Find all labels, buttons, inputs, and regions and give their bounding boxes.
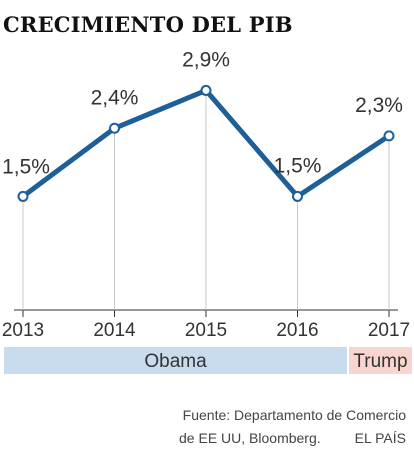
data-point xyxy=(109,122,120,134)
data-point xyxy=(383,130,395,142)
chart-title: CRECIMIENTO DEL PIB xyxy=(3,12,293,37)
data-point xyxy=(292,190,303,202)
period-bar-obama xyxy=(4,347,347,374)
period-label-trump: Trump xyxy=(353,351,407,372)
source-note: Fuente: Departamento de Comercio de EE U… xyxy=(179,404,406,450)
source-outlet: EL PAÍS xyxy=(354,430,406,446)
data-label: 2,3% xyxy=(355,94,403,117)
x-tick-label: 2015 xyxy=(185,320,227,341)
source-line-2: de EE UU, Bloomberg. EL PAÍS xyxy=(179,427,406,450)
x-tick-label: 2014 xyxy=(93,320,136,341)
data-label: 2,4% xyxy=(91,86,139,109)
source-line-1: Fuente: Departamento de Comercio xyxy=(182,407,406,423)
data-label: 1,5% xyxy=(274,154,322,177)
period-bar-trump xyxy=(349,347,412,374)
source-line-2-text: de EE UU, Bloomberg. xyxy=(179,430,321,446)
data-point xyxy=(17,190,29,202)
data-point xyxy=(200,84,212,96)
period-label-obama: Obama xyxy=(144,351,207,372)
x-tick-label: 2016 xyxy=(276,320,318,341)
data-label: 2,9% xyxy=(182,48,230,71)
x-tick-label: 2017 xyxy=(368,320,410,341)
data-label: 1,5% xyxy=(2,155,50,178)
x-tick-label: 2013 xyxy=(2,320,44,341)
